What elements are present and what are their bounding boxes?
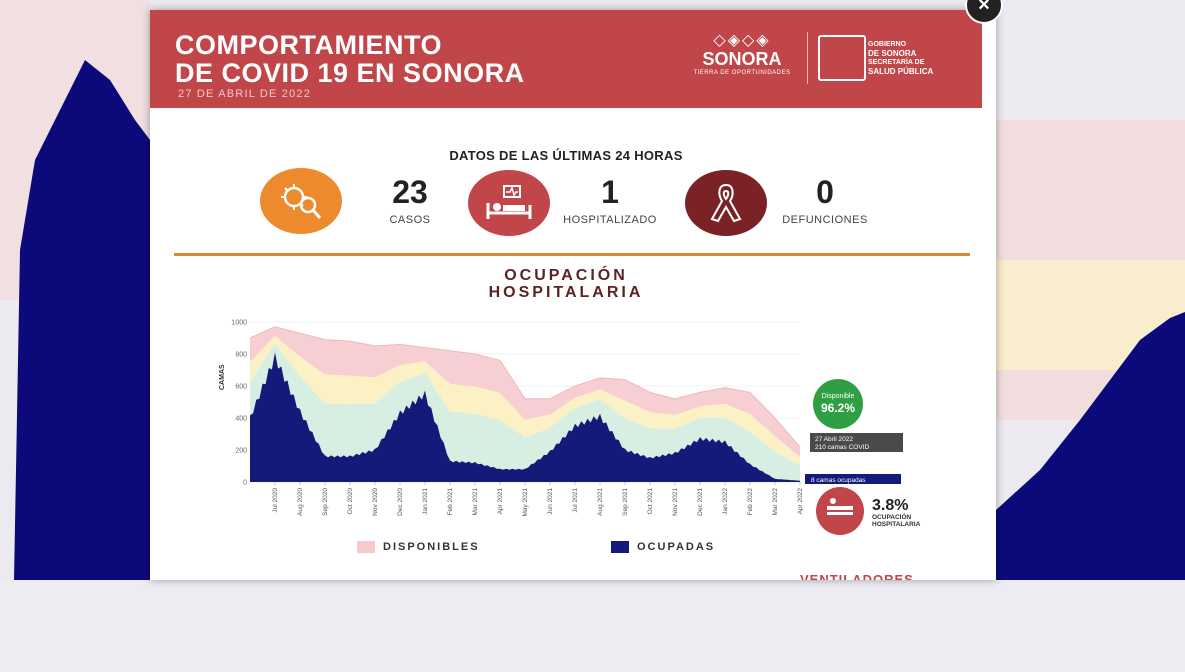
x-tick-label: Oct 2020 xyxy=(347,488,354,515)
x-tick-label: Dec 2020 xyxy=(397,488,404,516)
occupancy-percent: 3.8% xyxy=(872,497,908,514)
x-tick-label: Feb 2021 xyxy=(447,488,454,516)
legend-label-available: DISPONIBLES xyxy=(383,541,480,553)
hospital-bed-small-icon xyxy=(816,487,864,535)
x-tick-label: Sep 2021 xyxy=(622,488,629,516)
section-divider xyxy=(174,253,970,256)
x-tick-label: Feb 2022 xyxy=(747,488,754,516)
header-banner: COMPORTAMIENTO DE COVID 19 EN SONORA 27 … xyxy=(150,10,982,108)
x-tick-label: Jul 2020 xyxy=(272,488,279,513)
y-tick-label: 1000 xyxy=(231,320,247,327)
occupied-tag-text: 8 camas ocupadas xyxy=(811,477,866,484)
page-title-line2: DE COVID 19 EN SONORA xyxy=(175,58,525,88)
sonora-logo-mark: ◇◈◇◈ xyxy=(713,32,771,49)
occupied-tag: 8 camas ocupadas xyxy=(805,474,901,484)
logo-divider xyxy=(807,32,808,84)
available-band-middle xyxy=(250,335,800,466)
page-title-line1: COMPORTAMIENTO xyxy=(175,30,442,60)
y-tick-label: 0 xyxy=(243,480,247,487)
occupancy-chart: 0 200 400 600 800 1000 Jul 2020 Aug 2020 Sep 20… xyxy=(219,320,921,535)
chart-series-areas xyxy=(249,326,801,482)
legend-swatch-available xyxy=(357,541,375,553)
x-tick-label: Jan 2022 xyxy=(722,488,729,515)
legend-label-occupied: OCUPADAS xyxy=(637,541,716,553)
x-tick-label: Jan 2021 xyxy=(422,488,429,515)
last-24h-title: DATOS DE LAS ÚLTIMAS 24 HORAS xyxy=(449,148,683,163)
y-axis-label: CAMAS xyxy=(219,364,226,390)
x-tick-label: Mar 2021 xyxy=(472,488,479,516)
available-badge: Disponible 96.2% xyxy=(813,379,863,429)
cases-value: 23 xyxy=(392,174,428,210)
gov-line4: SALUD PÚBLICA xyxy=(868,67,934,76)
x-tick-label: Apr 2021 xyxy=(497,488,504,515)
date-tooltip: 27 Abril 2022 210 camas COVID xyxy=(810,433,903,452)
hospital-bed-icon xyxy=(468,170,550,236)
occupancy-title-line1: OCUPACIÓN xyxy=(504,267,628,284)
y-tick-label: 400 xyxy=(235,416,247,423)
legend-swatch-occupied xyxy=(611,541,629,553)
hospitalized-label: HOSPITALIZADO xyxy=(563,214,657,226)
available-badge-value: 96.2% xyxy=(821,401,855,415)
y-tick-label: 200 xyxy=(235,448,247,455)
x-tick-label: Nov 2020 xyxy=(372,488,379,516)
sonora-logo-tagline: TIERRA DE OPORTUNIDADES xyxy=(693,70,791,76)
ventiladores-heading: VENTILADORES xyxy=(800,572,914,580)
series-line-disponibles xyxy=(249,326,801,448)
x-tick-label: Mar 2022 xyxy=(772,488,779,516)
virus-search-icon xyxy=(260,168,342,234)
deaths-value: 0 xyxy=(816,174,834,210)
chart-y-ticks: 0 200 400 600 800 1000 xyxy=(231,320,247,487)
series-area-ocupadas xyxy=(250,352,800,482)
available-badge-label: Disponible xyxy=(822,393,855,400)
tooltip-beds: 210 camas COVID xyxy=(815,444,869,451)
occupancy-title: OCUPACIÓN HOSPITALARIA xyxy=(150,267,982,301)
hospitalized-value: 1 xyxy=(601,174,619,210)
occupancy-percent-block: 3.8% OCUPACIÓN HOSPITALARIA xyxy=(816,487,921,535)
x-tick-label: Aug 2020 xyxy=(297,488,304,516)
gov-line2: DE SONORA xyxy=(868,49,917,58)
occupancy-percent-label-1: OCUPACIÓN xyxy=(872,512,912,521)
gov-line1: GOBIERNO xyxy=(868,41,907,48)
x-tick-label: Apr 2022 xyxy=(797,488,804,515)
infographic-modal: COMPORTAMIENTO DE COVID 19 EN SONORA 27 … xyxy=(150,10,996,580)
x-tick-label: May 2021 xyxy=(522,488,529,517)
x-tick-label: Jul 2021 xyxy=(572,488,579,513)
x-tick-label: Oct 2021 xyxy=(647,488,654,515)
government-logo-text: GOBIERNO DE SONORA SECRETARÍA DE SALUD P… xyxy=(868,40,933,76)
x-tick-label: Nov 2021 xyxy=(672,488,679,516)
ribbon-icon xyxy=(685,170,767,236)
occupancy-percent-label-2: HOSPITALARIA xyxy=(872,521,921,528)
occupancy-title-line2: HOSPITALARIA xyxy=(488,284,644,301)
deaths-label: DEFUNCIONES xyxy=(782,214,868,226)
x-tick-label: Dec 2021 xyxy=(697,488,704,516)
government-seal-icon xyxy=(818,35,866,81)
gov-line3: SECRETARÍA DE xyxy=(868,59,925,66)
x-tick-label: Jun 2021 xyxy=(547,488,554,515)
available-band-top xyxy=(250,326,800,458)
y-tick-label: 600 xyxy=(235,384,247,391)
sonora-logo-name: SONORA xyxy=(702,49,782,69)
tooltip-date: 27 Abril 2022 xyxy=(815,436,853,443)
x-tick-label: Aug 2021 xyxy=(597,488,604,516)
y-tick-label: 800 xyxy=(235,352,247,359)
sonora-logo: ◇◈◇◈ SONORA TIERRA DE OPORTUNIDADES xyxy=(684,32,800,88)
chart-x-ticks: Jul 2020 Aug 2020 Sep 2020 Oct 2020 Nov 2020… xyxy=(272,482,804,517)
report-date: 27 DE ABRIL DE 2022 xyxy=(178,88,312,100)
x-tick-label: Sep 2020 xyxy=(322,488,329,516)
cases-label: CASOS xyxy=(389,214,431,226)
